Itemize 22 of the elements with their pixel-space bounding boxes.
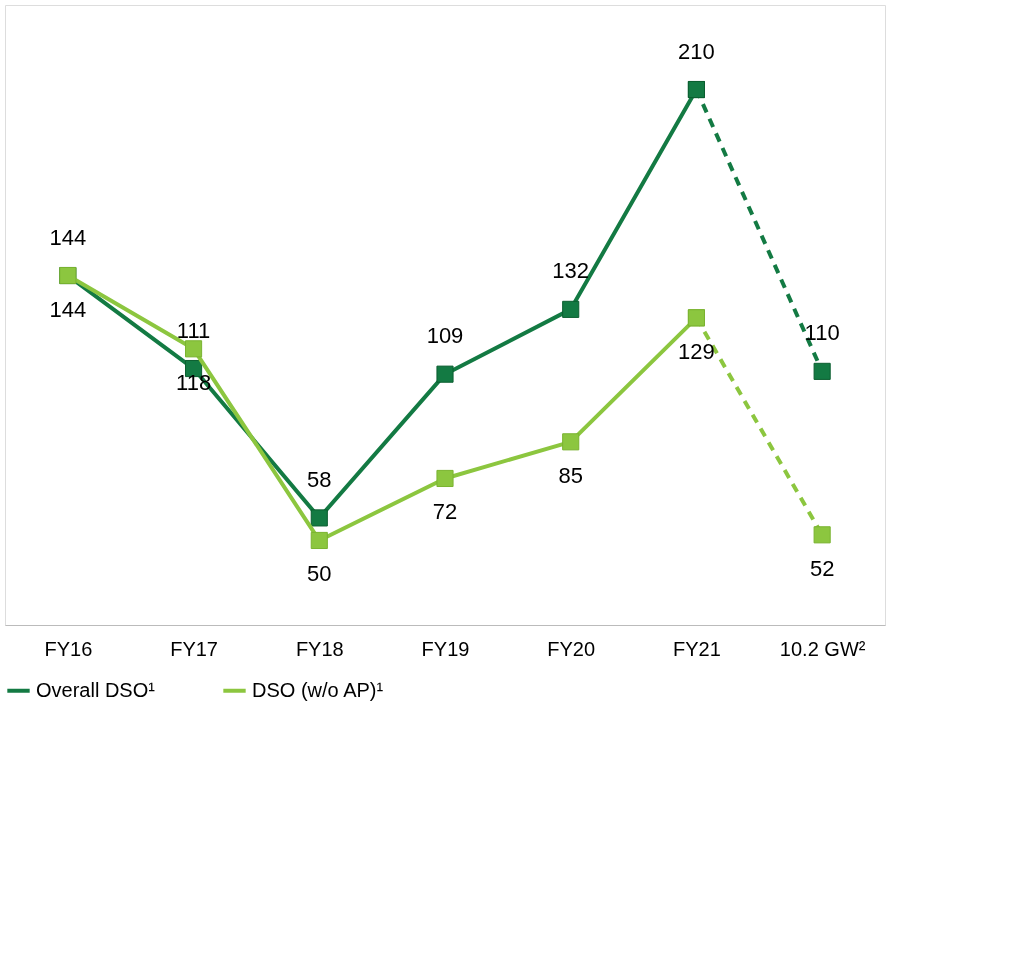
x-tick-label: 10.2 GW² [779,637,866,660]
x-tick-label: FY16 [44,637,93,660]
legend-label: DSO (w/o AP)¹ [252,678,384,701]
data-label: 144 [49,224,87,250]
legend-label: Overall DSO¹ [36,678,156,701]
x-tick-label: FY19 [421,637,470,660]
data-label: 210 [678,38,715,64]
data-label: 110 [804,320,840,346]
data-label: 85 [558,462,583,488]
data-label: 111 [176,317,211,343]
data-label: 72 [432,499,458,525]
data-label: 50 [307,561,332,587]
data-label: 52 [809,555,835,581]
data-label: 132 [552,258,590,284]
data-label: 144 [49,296,87,322]
x-tick-label: FY17 [170,637,218,660]
data-label: 109 [426,323,464,349]
x-tick-label: FY20 [547,637,596,660]
data-label: 58 [307,466,332,492]
x-tick-label: FY18 [295,637,344,660]
data-label: 129 [678,338,715,364]
x-tick-label: FY21 [673,637,721,660]
